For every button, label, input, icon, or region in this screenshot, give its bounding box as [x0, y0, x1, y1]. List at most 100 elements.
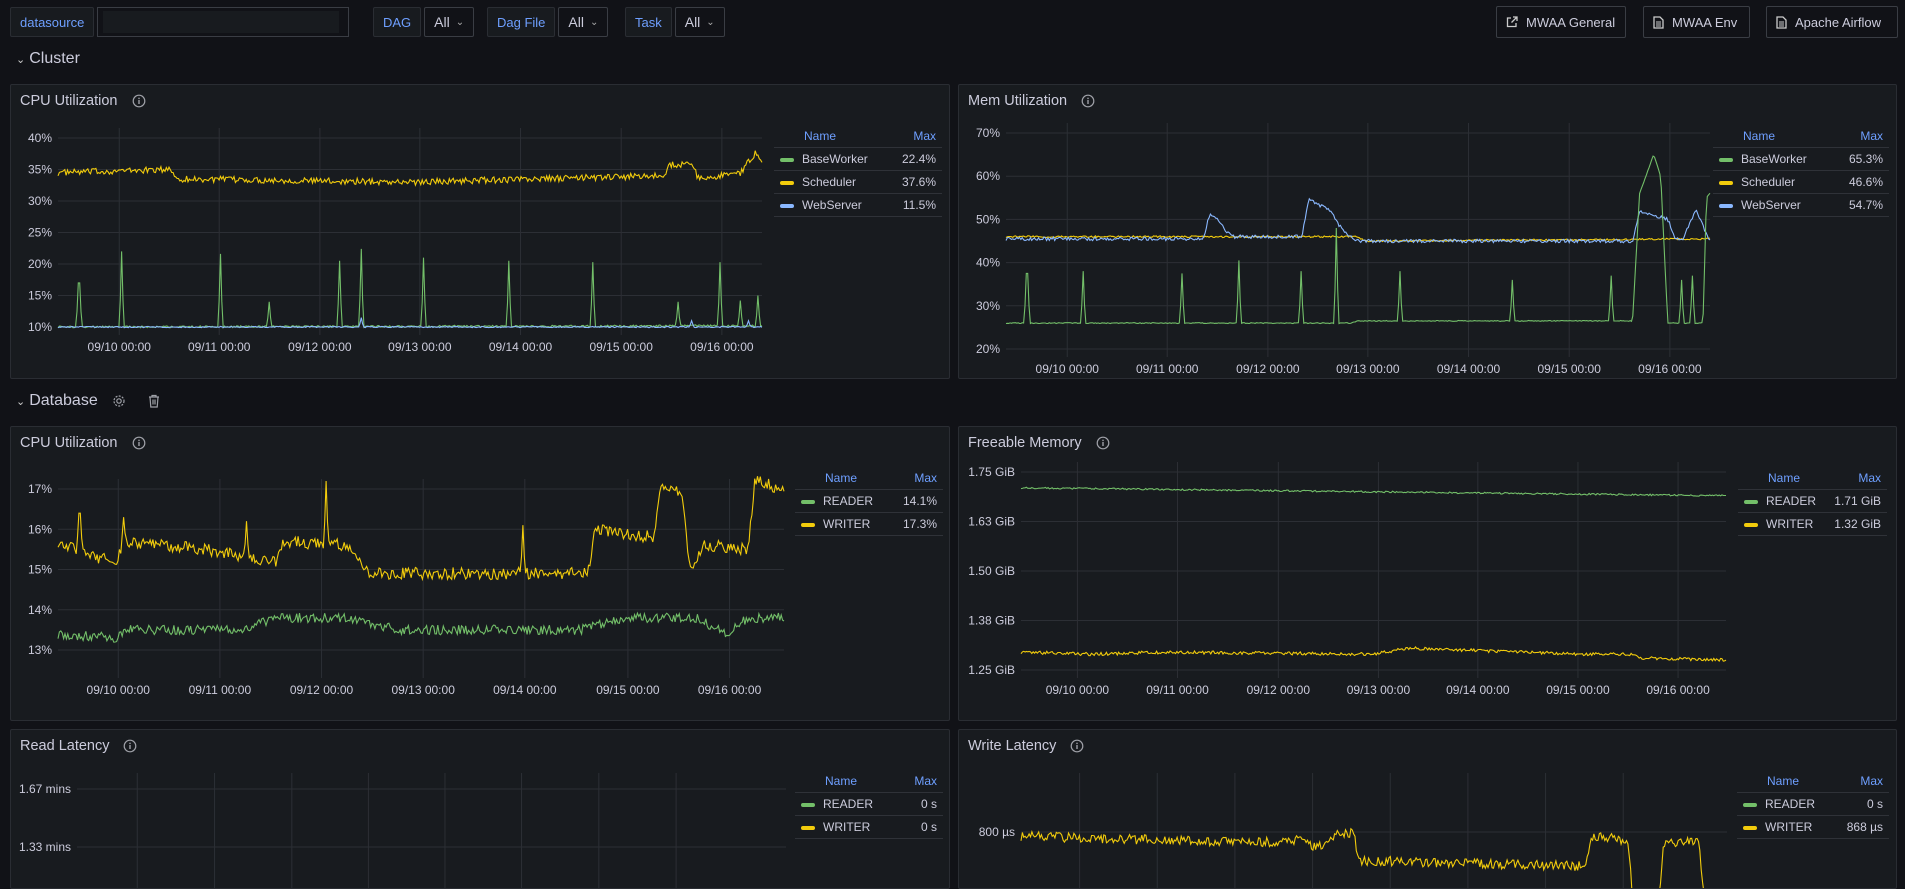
legend-row[interactable]: Scheduler 37.6% — [774, 170, 942, 194]
series-line-writer — [57, 476, 785, 582]
legend-header-name[interactable]: Name — [795, 770, 900, 793]
info-icon[interactable] — [1070, 739, 1084, 753]
legend-header-name[interactable]: Name — [795, 467, 891, 490]
series-name: BaseWorker — [802, 152, 868, 166]
series-name: WebServer — [802, 198, 862, 212]
variable-dag-file: Dag File All ⌄ — [487, 7, 609, 37]
legend-row[interactable]: WRITER 868 µs — [1737, 815, 1889, 839]
series-line-reader — [57, 611, 785, 643]
panel-title-text: CPU Utilization — [20, 93, 118, 109]
x-tick-label: 09/12 00:00 — [1236, 362, 1300, 376]
series-max-value: 46.6% — [1833, 170, 1889, 194]
y-tick-label: 40% — [28, 131, 52, 145]
legend-row[interactable]: READER 1.71 GiB — [1738, 489, 1887, 513]
legend-row[interactable]: BaseWorker 65.3% — [1713, 147, 1889, 171]
series-line-scheduler — [1005, 234, 1711, 243]
mwaa-env-link[interactable]: MWAA Env — [1643, 6, 1750, 38]
legend-header-max[interactable]: Max — [1825, 467, 1887, 490]
x-tick-label: 09/10 00:00 — [1036, 362, 1100, 376]
datasource-select[interactable] — [97, 7, 350, 37]
row-cluster[interactable]: ⌄ Cluster — [16, 50, 80, 68]
legend-header-name[interactable]: Name — [774, 125, 889, 148]
legend-header-name[interactable]: Name — [1713, 125, 1834, 148]
y-tick-label: 1.75 GiB — [968, 465, 1015, 479]
x-tick-label: 09/15 00:00 — [596, 683, 660, 697]
y-tick-label: 800 µs — [979, 825, 1015, 839]
y-tick-label: 1.25 GiB — [968, 663, 1015, 677]
info-icon[interactable] — [132, 436, 146, 450]
series-color-swatch — [1719, 203, 1733, 208]
panel-title: CPU Utilization — [20, 93, 146, 109]
y-tick-label: 13% — [28, 643, 52, 657]
info-icon[interactable] — [123, 739, 137, 753]
series-line-webserver — [57, 317, 763, 329]
link-label: Apache Airflow — [1795, 14, 1881, 30]
x-tick-label: 09/13 00:00 — [1336, 362, 1400, 376]
y-tick-label: 14% — [28, 603, 52, 617]
series-max-value: 1.32 GiB — [1825, 512, 1887, 536]
info-icon[interactable] — [132, 94, 146, 108]
dag-select[interactable]: All ⌄ — [424, 7, 475, 37]
apache-airflow-link[interactable]: Apache Airflow — [1766, 6, 1898, 38]
document-icon — [1653, 15, 1664, 29]
panel-db-cpu-utilization: CPU Utilization 13% 14% 15% 16% 17% 09/10 00:0… — [10, 426, 950, 721]
panel-title: Write Latency — [968, 738, 1084, 754]
trash-icon[interactable] — [148, 394, 160, 408]
series-max-value: 54.7% — [1833, 193, 1889, 217]
series-max-value: 22.4% — [888, 147, 942, 171]
legend-row[interactable]: WRITER 1.32 GiB — [1738, 512, 1887, 536]
x-tick-label: 09/16 00:00 — [1646, 683, 1710, 697]
link-label: MWAA Env — [1672, 14, 1738, 30]
panel-title-text: Read Latency — [20, 738, 110, 754]
variable-datasource: datasource — [10, 7, 350, 37]
legend-row[interactable]: WRITER 17.3% — [795, 512, 943, 536]
series-name: WRITER — [823, 517, 871, 531]
row-database[interactable]: ⌄ Database — [16, 392, 160, 410]
series-max-value: 65.3% — [1833, 147, 1889, 171]
legend-row[interactable]: BaseWorker 22.4% — [774, 147, 942, 171]
legend-row[interactable]: READER 0 s — [1737, 792, 1889, 816]
legend-header-max[interactable]: Max — [890, 467, 943, 490]
info-icon[interactable] — [1096, 436, 1110, 450]
document-icon — [1776, 15, 1787, 29]
series-name: WRITER — [1766, 517, 1814, 531]
legend-row[interactable]: WebServer 11.5% — [774, 193, 942, 217]
series-color-swatch — [1743, 825, 1757, 830]
series-line-reader — [1020, 486, 1726, 497]
legend-table: Name Max READER 0 s WRITER 868 µs — [1737, 770, 1889, 839]
legend-row[interactable]: READER 14.1% — [795, 489, 943, 513]
mwaa-general-link[interactable]: MWAA General — [1496, 6, 1626, 38]
row-title: Cluster — [29, 50, 80, 67]
series-line-baseworker — [1005, 155, 1711, 325]
legend-header-name[interactable]: Name — [1738, 467, 1826, 490]
legend-row[interactable]: WRITER 0 s — [795, 815, 943, 839]
select-value: All — [434, 14, 450, 30]
legend-header-max[interactable]: Max — [1833, 770, 1889, 793]
legend-header-name[interactable]: Name — [1737, 770, 1834, 793]
legend-row[interactable]: Scheduler 46.6% — [1713, 170, 1889, 194]
series-name: READER — [823, 797, 874, 811]
series-max-value: 17.3% — [890, 512, 943, 536]
legend-row[interactable]: READER 0 s — [795, 792, 943, 816]
info-icon[interactable] — [1081, 94, 1095, 108]
legend-table: Name Max BaseWorker 22.4% Scheduler 37.6% WebS… — [774, 125, 942, 217]
series-line-baseworker — [57, 248, 763, 330]
y-tick-label: 60% — [976, 169, 1000, 183]
dag-file-select[interactable]: All ⌄ — [558, 7, 609, 37]
legend-table: Name Max BaseWorker 65.3% Scheduler 46.6% WebS… — [1713, 125, 1889, 217]
panel-cluster-cpu-utilization: CPU Utilization 10% 15% 20% 25% 30% 35% 40% 09/1… — [10, 84, 950, 379]
y-tick-label: 16% — [28, 522, 52, 536]
task-select[interactable]: All ⌄ — [674, 7, 725, 37]
legend-header-max[interactable]: Max — [899, 770, 943, 793]
chart-db-cpu: 13% 14% 15% 16% 17% 09/10 00:00 09/11 00:00 09/… — [28, 476, 785, 697]
panel-title: Mem Utilization — [968, 93, 1095, 109]
chevron-down-icon: ⌄ — [706, 16, 715, 28]
legend-row[interactable]: WebServer 54.7% — [1713, 193, 1889, 217]
x-tick-label: 09/16 00:00 — [698, 683, 762, 697]
select-value: All — [684, 14, 701, 30]
gear-icon[interactable] — [112, 394, 126, 408]
legend-header-max[interactable]: Max — [888, 125, 942, 148]
series-max-value: 14.1% — [890, 489, 943, 513]
legend-header-max[interactable]: Max — [1833, 125, 1889, 148]
